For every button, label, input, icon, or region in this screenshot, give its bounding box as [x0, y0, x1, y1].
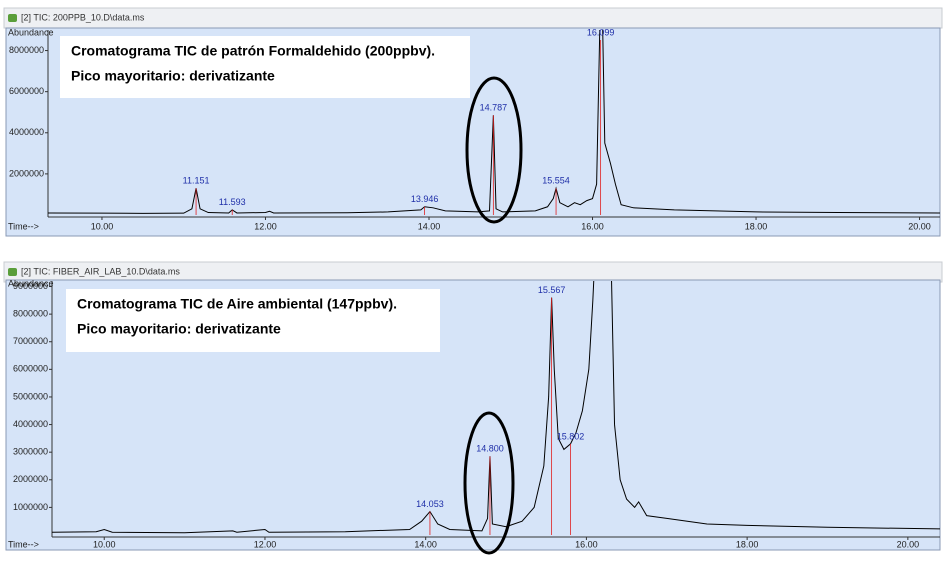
x-tick-label: 18.00: [736, 539, 759, 549]
y-tick-label: 5000000: [13, 391, 48, 401]
window-icon: [8, 14, 17, 22]
chart-panel: [2] TIC: 200PPB_10.D\data.ms Abundance Tim…: [3, 7, 943, 237]
peak-label: 15.567: [538, 285, 566, 295]
window-icon: [8, 268, 17, 276]
peak-label: 11.593: [219, 197, 246, 207]
x-tick-label: 14.00: [414, 539, 437, 549]
overlays: [463, 76, 523, 555]
window-title: [2] TIC: FIBER_AIR_LAB_10.D\data.ms: [21, 266, 180, 276]
trace: [52, 281, 940, 534]
peak-label: 14.787: [480, 103, 508, 113]
x-tick-label: 10.00: [91, 221, 114, 231]
peak-label: 14.053: [416, 499, 444, 509]
y-tick-label: 1000000: [13, 502, 48, 512]
x-tick-label: 18.00: [745, 221, 768, 231]
annotation-box: [66, 289, 440, 352]
y-tick-label: 2000000: [13, 474, 48, 484]
annotation-text: Pico mayoritario: derivatizante: [71, 68, 275, 84]
window-bar: [3, 7, 943, 29]
peak-label: 11.151: [183, 176, 210, 186]
y-tick-label: 8000000: [9, 45, 44, 55]
peak-label: 16.099: [587, 27, 615, 37]
y-axis-label: Abundance: [8, 27, 54, 37]
y-axis-label: Abundance: [8, 278, 54, 288]
x-tick-label: 16.00: [581, 221, 604, 231]
chart-panel: [2] TIC: FIBER_AIR_LAB_10.D\data.ms Abund…: [3, 261, 943, 551]
annotation-text: Cromatograma TIC de Aire ambiental (147p…: [77, 296, 397, 312]
y-tick-label: 7000000: [13, 336, 48, 346]
x-tick-label: 12.00: [254, 539, 277, 549]
x-tick-label: 10.00: [93, 539, 116, 549]
y-tick-label: 2000000: [9, 168, 44, 178]
annotation-text: Cromatograma TIC de patrón Formaldehido …: [71, 43, 435, 59]
y-tick-label: 9000000: [13, 281, 48, 291]
trace: [48, 30, 940, 214]
charts: [2] TIC: 200PPB_10.D\data.ms Abundance Tim…: [3, 7, 943, 551]
x-tick-label: 16.00: [575, 539, 598, 549]
y-tick-label: 8000000: [13, 309, 48, 319]
peak-label: 15.802: [557, 431, 585, 441]
highlight-ellipse: [463, 411, 515, 555]
annotation-text: Pico mayoritario: derivatizante: [77, 321, 281, 337]
y-tick-label: 4000000: [9, 127, 44, 137]
y-tick-label: 6000000: [13, 364, 48, 374]
annotation-box: [60, 36, 470, 98]
highlight-ellipse: [465, 76, 523, 224]
y-tick-label: 3000000: [13, 447, 48, 457]
x-tick-label: 12.00: [254, 221, 277, 231]
peak-label: 15.554: [542, 176, 570, 186]
x-tick-label: 20.00: [897, 539, 920, 549]
peak-label: 14.800: [476, 444, 504, 454]
x-axis-label: Time-->: [8, 539, 39, 549]
window-title: [2] TIC: 200PPB_10.D\data.ms: [21, 12, 145, 22]
x-tick-label: 14.00: [418, 221, 441, 231]
x-tick-label: 20.00: [908, 221, 931, 231]
x-axis-label: Time-->: [8, 221, 39, 231]
y-tick-label: 4000000: [13, 419, 48, 429]
peak-label: 13.946: [411, 194, 439, 204]
y-tick-label: 6000000: [9, 86, 44, 96]
